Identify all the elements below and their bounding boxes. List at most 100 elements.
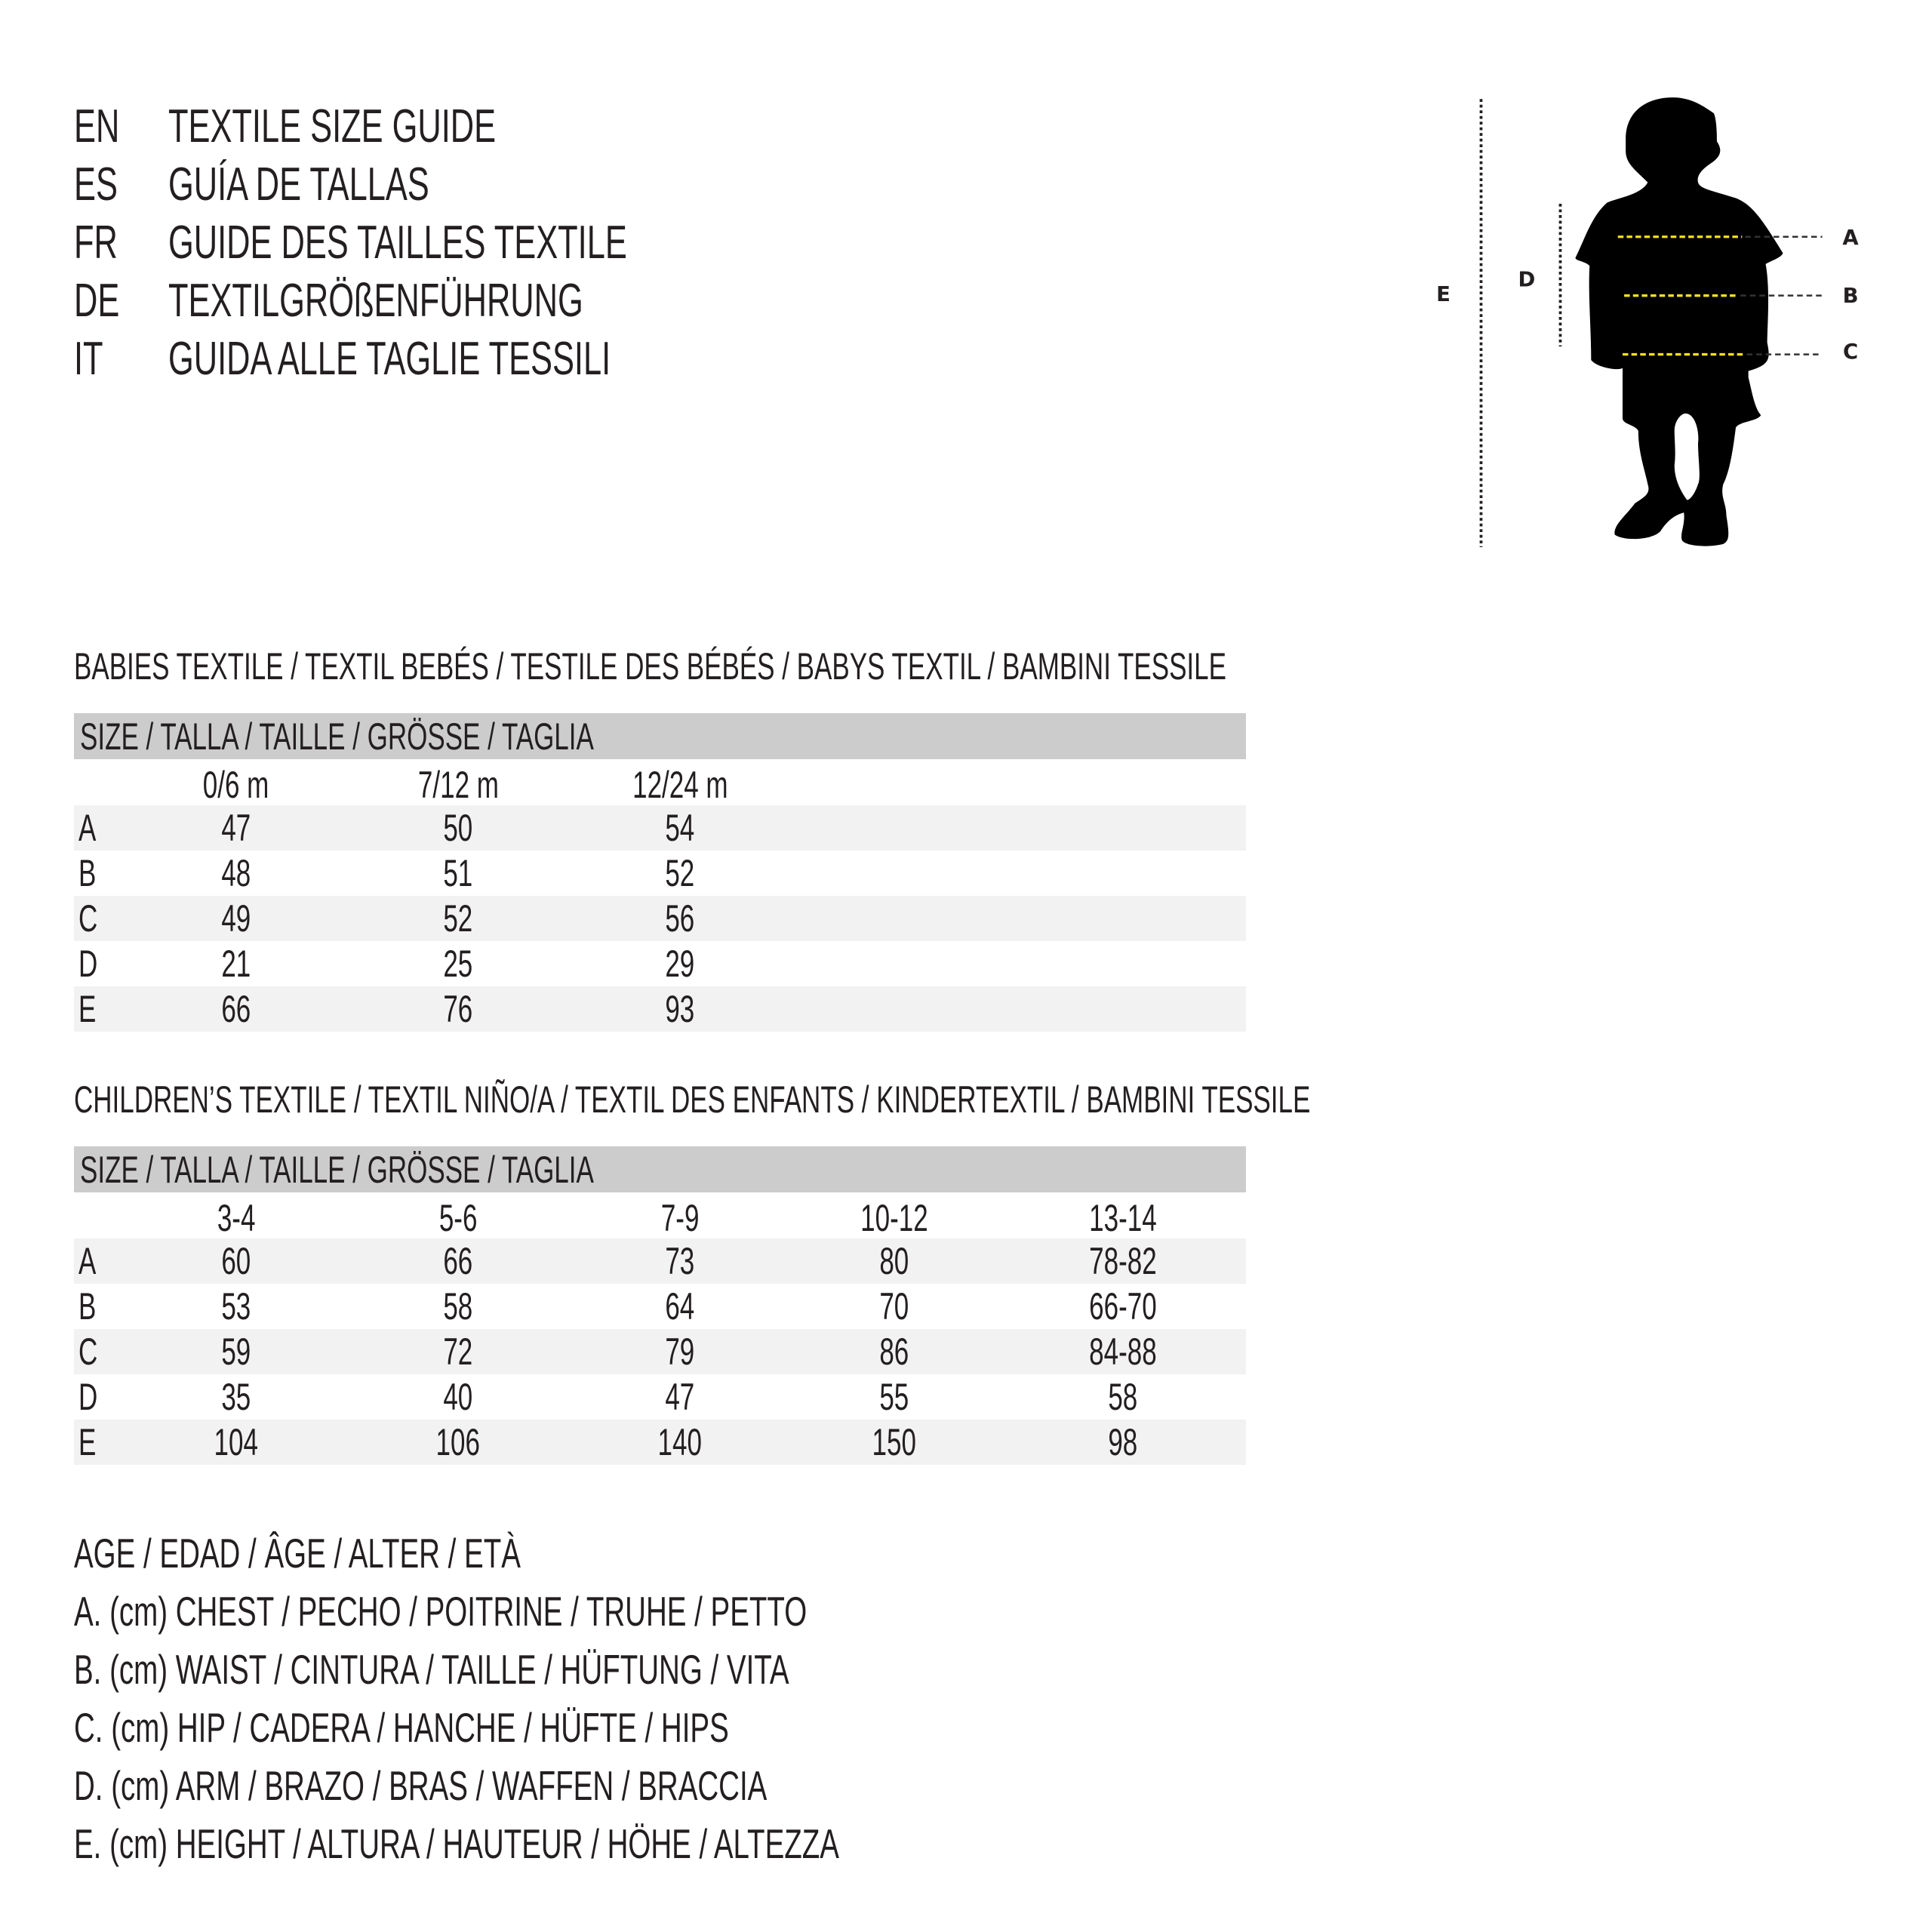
cell-value: 58 [443,1285,473,1327]
row-label-text: A [78,807,97,849]
cell-value: 52 [443,897,473,940]
column-header-text: 13-14 [1089,1197,1157,1239]
column-header-text: 7/12 m [417,764,499,806]
cell-value: 93 [665,988,695,1030]
table-cell: 93 [567,986,793,1032]
table-row: D 35 40 47 55 58 [74,1374,1246,1420]
row-label: C [78,1329,106,1374]
table-cell: 60 [123,1238,349,1284]
cell-value: 56 [665,897,695,940]
row-label: E [78,1420,103,1465]
title-en: EN TEXTILE SIZE GUIDE [0,103,755,150]
babies-heading: BABIES TEXTILE / TEXTIL BEBÉS / TESTILE … [74,648,1720,685]
legend-waist: B. (cm) WAIST / CINTURA / TAILLE / HÜFTU… [74,1647,1096,1692]
cell-value: 51 [443,852,473,894]
table-cell: 76 [345,986,571,1032]
legend-arm: D. (cm) ARM / BRAZO / BRAS / WAFFEN / BR… [74,1763,1064,1808]
children-heading: CHILDREN’S TEXTILE / TEXTIL NIÑO/A / TEX… [74,1081,1840,1118]
cell-value: 104 [214,1421,259,1463]
cell-value: 35 [221,1376,251,1418]
cell-value: 86 [879,1331,909,1373]
table-row: E 104 106 140 150 98 [74,1420,1246,1465]
cell-value: 58 [1108,1376,1138,1418]
label-c: C [1843,340,1858,364]
table-cell: 59 [123,1329,349,1374]
cell-value: 60 [221,1240,251,1282]
column-header: 0/6 m [123,762,349,808]
babies-size-table: SIZE / TALLA / TAILLE / GRÖSSE / TAGLIA … [74,713,1246,1038]
children-size-table: SIZE / TALLA / TAILLE / GRÖSSE / TAGLIA … [74,1146,1246,1471]
table-row: D 21 25 29 [74,941,1246,986]
column-header-text: 5-6 [438,1197,478,1239]
cell-value: 40 [443,1376,473,1418]
row-label: B [78,1284,103,1329]
cell-value: 66-70 [1089,1285,1157,1327]
label-e: E [1436,282,1451,306]
cell-value: 64 [665,1285,695,1327]
child-silhouette-icon [1575,97,1783,546]
table-cell: 72 [345,1329,571,1374]
column-header-text: 12/24 m [632,764,728,806]
table-row: B 53 58 64 70 66-70 [74,1284,1246,1329]
legend-text: C. (cm) HIP / CADERA / HANCHE / HÜFTE / … [74,1704,729,1751]
body-measurement-diagram: E D A B C [1436,97,1859,547]
cell-value: 73 [665,1240,695,1282]
row-label: D [78,941,106,986]
table-cell: 58 [345,1284,571,1329]
table-cell: 84-88 [1010,1329,1236,1374]
table-cell: 51 [345,851,571,896]
leg-gap [1674,413,1700,500]
title-text: TEXTILGRÖßENFÜHRUNG [168,275,583,327]
table-cell: 49 [123,896,349,941]
size-header-bar: SIZE / TALLA / TAILLE / GRÖSSE / TAGLIA [74,713,1246,759]
cell-value: 54 [665,807,695,849]
cell-value: 79 [665,1331,695,1373]
table-cell: 86 [781,1329,1008,1374]
table-cell: 80 [781,1238,1008,1284]
table-cell: 52 [567,851,793,896]
column-header: 7/12 m [345,762,571,808]
column-header-text: 7-9 [660,1197,700,1239]
row-label: C [78,896,106,941]
row-label: B [78,851,103,896]
column-header-row: 3-4 5-6 7-9 10-12 13-14 [74,1195,1246,1241]
table-cell: 54 [567,805,793,851]
table-cell: 66 [123,986,349,1032]
cell-value: 150 [872,1421,917,1463]
table-row: A 60 66 73 80 78-82 [74,1238,1246,1284]
language-code: DE [74,275,120,327]
cell-value: 66 [221,988,251,1030]
table-cell: 140 [567,1420,793,1465]
table-cell: 150 [781,1420,1008,1465]
table-cell: 56 [567,896,793,941]
cell-value: 80 [879,1240,909,1282]
table-cell: 106 [345,1420,571,1465]
cell-value: 78-82 [1089,1240,1157,1282]
row-label-text: B [78,852,97,894]
column-header-text: 3-4 [217,1197,256,1239]
row-label-text: B [78,1285,97,1327]
cell-value: 55 [879,1376,909,1418]
table-cell: 55 [781,1374,1008,1420]
table-cell: 40 [345,1374,571,1420]
cell-value: 50 [443,807,473,849]
title-text: GUÍA DE TALLAS [168,158,429,211]
cell-value: 106 [435,1421,481,1463]
column-header: 13-14 [1010,1195,1236,1241]
cell-value: 29 [665,943,695,985]
table-cell: 21 [123,941,349,986]
table-cell: 78-82 [1010,1238,1236,1284]
row-label: D [78,1374,106,1420]
row-label-text: A [78,1240,97,1282]
table-cell: 48 [123,851,349,896]
table-cell: 66 [345,1238,571,1284]
row-label-text: C [78,1331,98,1373]
legend-chest: A. (cm) CHEST / PECHO / POITRINE / TRUHE… [74,1589,1121,1634]
cell-value: 70 [879,1285,909,1327]
cell-value: 47 [221,807,251,849]
babies-heading-text: BABIES TEXTILE / TEXTIL BEBÉS / TESTILE … [74,645,1226,688]
language-code: ES [74,158,118,211]
table-cell: 29 [567,941,793,986]
row-label: A [78,805,103,851]
cell-value: 66 [443,1240,473,1282]
